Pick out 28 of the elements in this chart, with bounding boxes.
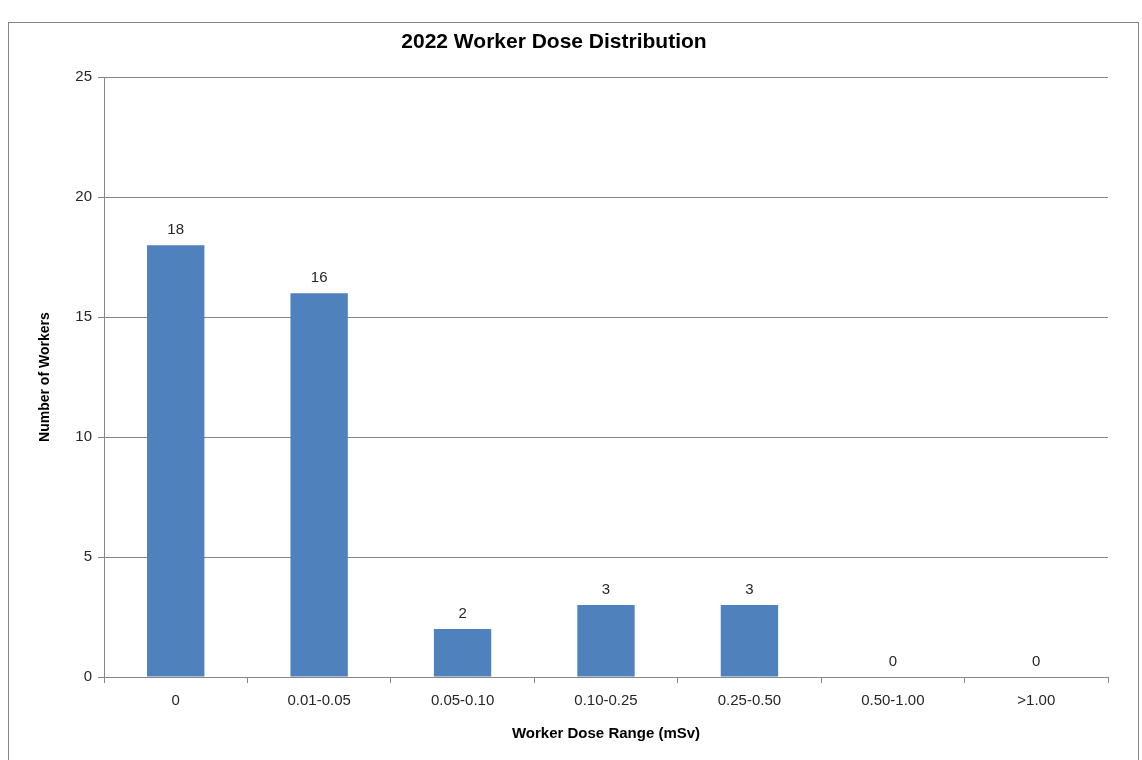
y-tick-label: 0 (83, 667, 92, 685)
bar (290, 293, 348, 677)
x-tick-label: 0 (171, 691, 180, 709)
data-label: 18 (167, 220, 185, 238)
y-tick-label: 10 (75, 427, 92, 445)
x-tick-label: >1.00 (1017, 691, 1056, 709)
data-label: 0 (888, 652, 898, 669)
y-tick-label: 15 (75, 307, 92, 325)
bar (720, 605, 779, 677)
chart-title: 2022 Worker Dose Distribution (401, 29, 707, 53)
x-tick-label: 0.50-1.00 (861, 691, 925, 709)
y-tick-label: 5 (83, 547, 92, 565)
bar (577, 605, 635, 677)
bar (433, 629, 492, 677)
data-label: 3 (601, 580, 611, 598)
data-label: 16 (310, 268, 328, 286)
data-label: 3 (745, 580, 754, 598)
data-label: 0 (1032, 652, 1041, 669)
y-axis-title: Number of Workers (36, 312, 53, 442)
x-tick-label: 0.05-0.10 (430, 691, 495, 709)
x-tick-label: 0.10-0.25 (574, 691, 638, 709)
y-tick-label: 25 (75, 67, 92, 85)
x-tick-label: 0.01-0.05 (287, 691, 351, 709)
bar (147, 245, 205, 677)
x-axis-title: Worker Dose Range (mSv) (511, 724, 701, 742)
x-tick-label: 0.25-0.50 (717, 691, 782, 709)
data-label: 2 (458, 604, 467, 622)
y-tick-label: 20 (75, 187, 92, 205)
